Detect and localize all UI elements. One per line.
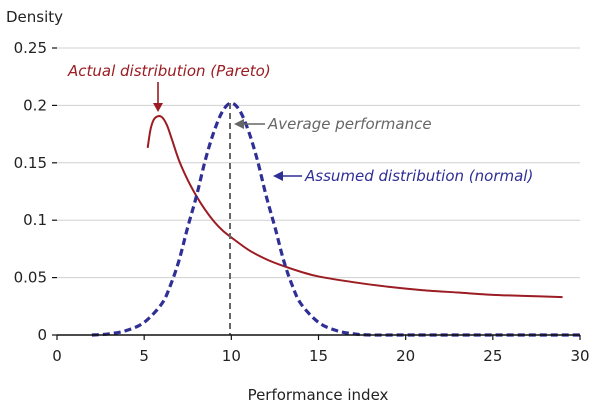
x-tick-label: 10: [222, 347, 241, 365]
x-tick-label: 5: [139, 347, 149, 365]
y-axis-label: Density: [6, 8, 63, 26]
y-tick-label: 0.05: [14, 269, 47, 287]
normal-arrowhead: [273, 171, 283, 181]
y-ticks: 0 0.05 0.1 0.15 0.2 0.25: [14, 39, 57, 344]
y-tick-label: 0.1: [23, 211, 47, 229]
y-tick-label: 0.15: [14, 154, 47, 172]
x-tick-label: 0: [52, 347, 62, 365]
average-performance-annotation: Average performance: [267, 115, 432, 133]
x-tick-label: 20: [396, 347, 415, 365]
average-performance-arrowhead: [234, 119, 244, 129]
x-axis-label: Performance index: [248, 386, 389, 404]
y-tick-label: 0: [37, 326, 47, 344]
y-tick-label: 0.2: [23, 96, 47, 114]
x-ticks: 0 5 10 15 20 25 30: [52, 335, 590, 365]
pareto-distribution-line: [146, 115, 563, 299]
y-tick-label: 0.25: [14, 39, 47, 57]
x-tick-label: 15: [309, 347, 328, 365]
x-tick-label: 25: [483, 347, 502, 365]
x-tick-label: 30: [570, 347, 589, 365]
pareto-annotation: Actual distribution (Pareto): [67, 62, 271, 80]
normal-distribution-line: [91, 101, 580, 337]
gridlines: [57, 47, 580, 279]
pareto-arrowhead: [153, 103, 163, 112]
normal-annotation: Assumed distribution (normal): [304, 167, 533, 185]
series-group: [91, 101, 580, 337]
